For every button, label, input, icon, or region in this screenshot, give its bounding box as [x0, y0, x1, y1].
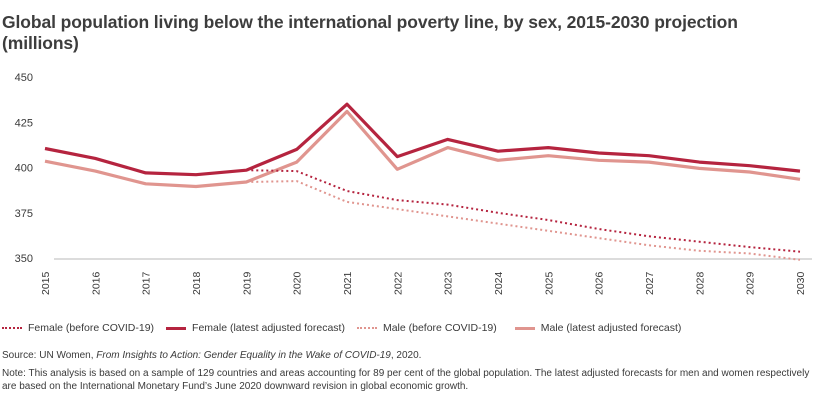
x-tick-label: 2028	[694, 271, 706, 295]
x-tick-label: 2025	[543, 271, 555, 295]
legend-label: Female (latest adjusted forecast)	[192, 322, 345, 334]
legend: Female (before COVID-19) Female (latest …	[2, 322, 693, 334]
solid-line-icon	[166, 326, 187, 330]
note-text: Note: This analysis is based on a sample…	[2, 368, 810, 392]
y-tick-label: 425	[15, 117, 33, 129]
legend-label: Female (before COVID-19)	[28, 322, 155, 334]
legend-label: Male (before COVID-19)	[382, 322, 497, 334]
y-axis: 450 425 400 375 350	[15, 72, 33, 265]
x-tick-label: 2019	[241, 271, 253, 295]
series-line-female-latest-adjusted-forecast	[44, 102, 801, 177]
source-title: From Insights to Action: Gender Equality…	[96, 350, 391, 361]
y-tick-label: 375	[15, 208, 33, 220]
source-text: Source: UN Women, From Insights to Actio…	[2, 350, 421, 361]
x-tick-label: 2018	[191, 271, 203, 295]
legend-item-male-latest: Male (latest adjusted forecast)	[514, 322, 682, 334]
series-line-male-latest-adjusted-forecast	[44, 109, 801, 189]
y-tick-label: 450	[15, 72, 33, 84]
chart-title: Global population living below the inter…	[2, 12, 738, 53]
series-group	[44, 102, 801, 261]
x-tick-label: 2026	[594, 271, 606, 295]
source-suffix: , 2020.	[390, 350, 422, 361]
legend-label: Male (latest adjusted forecast)	[540, 322, 682, 334]
x-tick-label: 2016	[90, 271, 102, 295]
series-line-male-before-covid-19	[246, 180, 801, 261]
x-tick-label: 2021	[342, 271, 354, 295]
x-tick-label: 2027	[644, 271, 656, 295]
dotted-line-icon	[356, 327, 377, 329]
y-tick-label: 350	[15, 253, 33, 265]
x-tick-label: 2029	[745, 271, 757, 295]
x-tick-label: 2024	[493, 271, 505, 295]
line-chart: 450 425 400 375 350 2015 2016 2017 2018 2019 2020…	[15, 72, 812, 295]
x-tick-label: 2022	[392, 271, 404, 295]
legend-item-female-before: Female (before COVID-19)	[2, 322, 154, 334]
solid-line-icon	[514, 326, 535, 330]
legend-item-female-latest: Female (latest adjusted forecast)	[166, 322, 345, 334]
series-line-female-before-covid-19	[246, 169, 801, 253]
x-tick-label: 2017	[141, 271, 153, 295]
x-tick-label: 2023	[443, 271, 455, 295]
y-tick-label: 400	[15, 163, 33, 175]
x-axis: 2015 2016 2017 2018 2019 2020 2021 2022 2023 2024…	[40, 271, 807, 295]
legend-item-male-before: Male (before COVID-19)	[356, 322, 497, 334]
x-tick-label: 2015	[40, 271, 52, 295]
source-prefix: Source: UN Women,	[2, 350, 97, 361]
x-tick-label: 2020	[292, 271, 304, 295]
dotted-line-icon	[2, 327, 22, 329]
x-tick-label: 2030	[795, 271, 807, 295]
